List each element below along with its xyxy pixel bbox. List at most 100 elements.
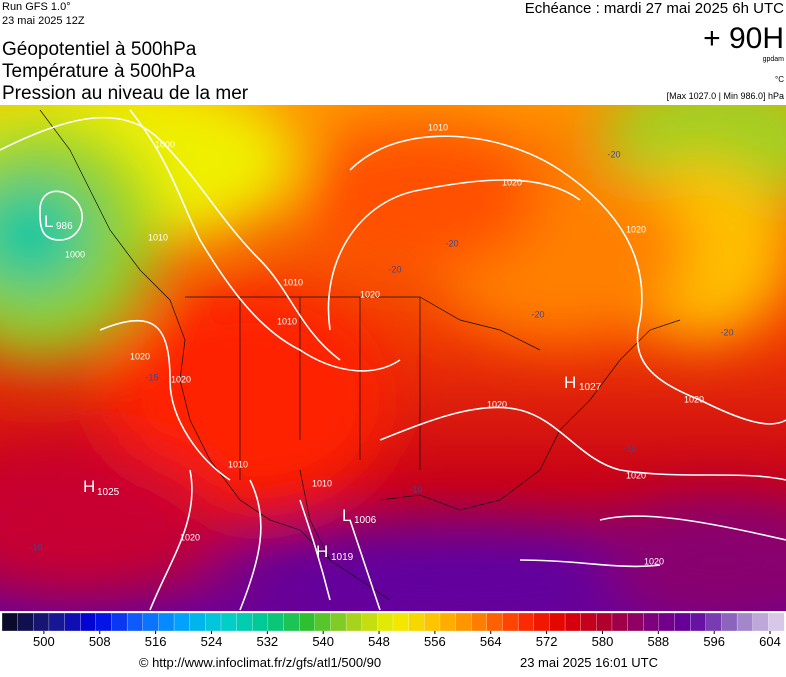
color-swatch bbox=[95, 612, 112, 632]
issued-time: 23 mai 2025 16:01 UTC bbox=[520, 655, 658, 670]
color-swatch bbox=[205, 612, 222, 632]
colorbar-tick-label: 604 bbox=[759, 634, 781, 649]
color-swatch bbox=[299, 612, 316, 632]
center-type: H bbox=[564, 373, 576, 392]
isobar-label: 1020 bbox=[360, 289, 380, 299]
colorbar-tick-label: 588 bbox=[647, 634, 669, 649]
center-type: H bbox=[83, 477, 95, 496]
color-swatch bbox=[64, 612, 81, 632]
isobar-label: 1010 bbox=[277, 316, 297, 326]
color-swatch bbox=[361, 612, 378, 632]
color-swatch bbox=[690, 612, 707, 632]
color-swatch bbox=[486, 612, 503, 632]
color-swatch bbox=[517, 612, 535, 632]
color-swatch bbox=[674, 612, 691, 632]
colorbar-tick-label: 524 bbox=[201, 634, 223, 649]
colorbar-tick-label: 596 bbox=[703, 634, 725, 649]
center-value: 1006 bbox=[354, 515, 377, 526]
color-swatch bbox=[596, 612, 613, 632]
unit-temperature: °C bbox=[775, 75, 784, 84]
colorbar-tick-label: 548 bbox=[368, 634, 390, 649]
run-date: 23 mai 2025 12Z bbox=[2, 15, 85, 27]
color-swatch bbox=[502, 612, 519, 632]
title-line: Pression au niveau de la mer bbox=[2, 83, 249, 104]
header: Run GFS 1.0° 23 mai 2025 12Z Géopotentie… bbox=[2, 0, 784, 104]
color-swatch bbox=[267, 612, 284, 632]
map: 1000 1010 1020 1010 1020 1020 1020 1010 … bbox=[0, 105, 786, 611]
isobar-label: 1020 bbox=[626, 470, 646, 480]
colorbar-tick-label: 572 bbox=[536, 634, 558, 649]
color-swatch bbox=[580, 612, 597, 632]
color-swatch bbox=[80, 612, 97, 632]
center-value: 1027 bbox=[579, 382, 602, 393]
lead-time: + 90H bbox=[703, 22, 784, 55]
temperature-label: -20 bbox=[531, 309, 544, 319]
color-swatch bbox=[439, 612, 457, 632]
center-type: L bbox=[342, 506, 351, 525]
color-swatch bbox=[424, 612, 441, 632]
colorbar-tick-label: 564 bbox=[480, 634, 502, 649]
isobar-labels: 1000 1010 1020 1010 1020 1020 1020 1010 … bbox=[65, 122, 704, 566]
color-swatch bbox=[345, 612, 363, 632]
color-swatch bbox=[189, 612, 206, 632]
pressure-range: [Max 1027.0 | Min 986.0] hPa bbox=[667, 91, 784, 101]
isobar-label: 1020 bbox=[130, 351, 150, 361]
isobar-label: 1020 bbox=[180, 532, 200, 542]
color-swatch bbox=[314, 612, 331, 632]
color-swatch bbox=[564, 612, 582, 632]
isobar-label: 1010 bbox=[428, 122, 448, 132]
colorbar: 500 508 516 524 532 540 548 556 564 572 580 588 596 6… bbox=[1, 612, 785, 649]
color-swatch bbox=[408, 612, 425, 632]
color-swatch bbox=[455, 612, 472, 632]
forecast-time: Echéance : mardi 27 mai 2025 6h UTC bbox=[525, 0, 784, 17]
isobar-label: 1010 bbox=[283, 277, 303, 287]
temperature-label: -20 bbox=[445, 238, 458, 248]
color-swatch bbox=[17, 612, 34, 632]
isobar-label: 1020 bbox=[684, 394, 704, 404]
color-swatch bbox=[142, 612, 159, 632]
unit-geopotential: gpdam bbox=[763, 56, 785, 63]
color-swatch bbox=[736, 612, 754, 632]
color-swatch bbox=[658, 612, 675, 632]
color-swatch bbox=[721, 612, 738, 632]
temperature-label: -20 bbox=[720, 327, 733, 337]
temperature-label: -10 bbox=[409, 484, 422, 494]
color-swatch bbox=[471, 612, 488, 632]
color-swatch bbox=[752, 612, 769, 632]
isobar-label: 1020 bbox=[171, 374, 191, 384]
color-swatch bbox=[1, 612, 19, 632]
colorbar-tick-label: 556 bbox=[424, 634, 446, 649]
color-swatch bbox=[377, 612, 394, 632]
center-type: L bbox=[44, 212, 53, 231]
title-line: Géopotentiel à 500hPa bbox=[2, 39, 197, 60]
color-swatch bbox=[126, 612, 144, 632]
color-swatch bbox=[549, 612, 566, 632]
isobar-label: 1010 bbox=[148, 232, 168, 242]
center-value: 986 bbox=[56, 221, 73, 232]
color-swatch bbox=[173, 612, 191, 632]
isobar-label: 1020 bbox=[487, 399, 507, 409]
title-line: Température à 500hPa bbox=[2, 61, 196, 82]
color-swatch bbox=[533, 612, 550, 632]
isobar-label: 1010 bbox=[228, 459, 248, 469]
color-swatch bbox=[283, 612, 300, 632]
temperature-labels: -20 -20 -20 -20 -20 -15 -10 -10 -10 bbox=[29, 149, 733, 552]
colorbar-tick-label: 532 bbox=[256, 634, 278, 649]
color-swatch bbox=[392, 612, 410, 632]
color-swatch bbox=[643, 612, 660, 632]
isobar-label: 1020 bbox=[502, 177, 522, 187]
colorbar-tick-label: 516 bbox=[145, 634, 167, 649]
isobar-label: 1020 bbox=[644, 556, 664, 566]
center-value: 1025 bbox=[97, 487, 120, 498]
temperature-label: -20 bbox=[607, 149, 620, 159]
color-swatch bbox=[111, 612, 128, 632]
temperature-label: -10 bbox=[623, 443, 636, 453]
temperature-label: -20 bbox=[388, 264, 401, 274]
color-swatch bbox=[220, 612, 238, 632]
isobar-label: 1000 bbox=[65, 249, 85, 259]
color-swatch bbox=[768, 612, 785, 632]
color-swatch bbox=[330, 612, 347, 632]
color-swatch bbox=[252, 612, 269, 632]
colorbar-tick-label: 500 bbox=[33, 634, 55, 649]
